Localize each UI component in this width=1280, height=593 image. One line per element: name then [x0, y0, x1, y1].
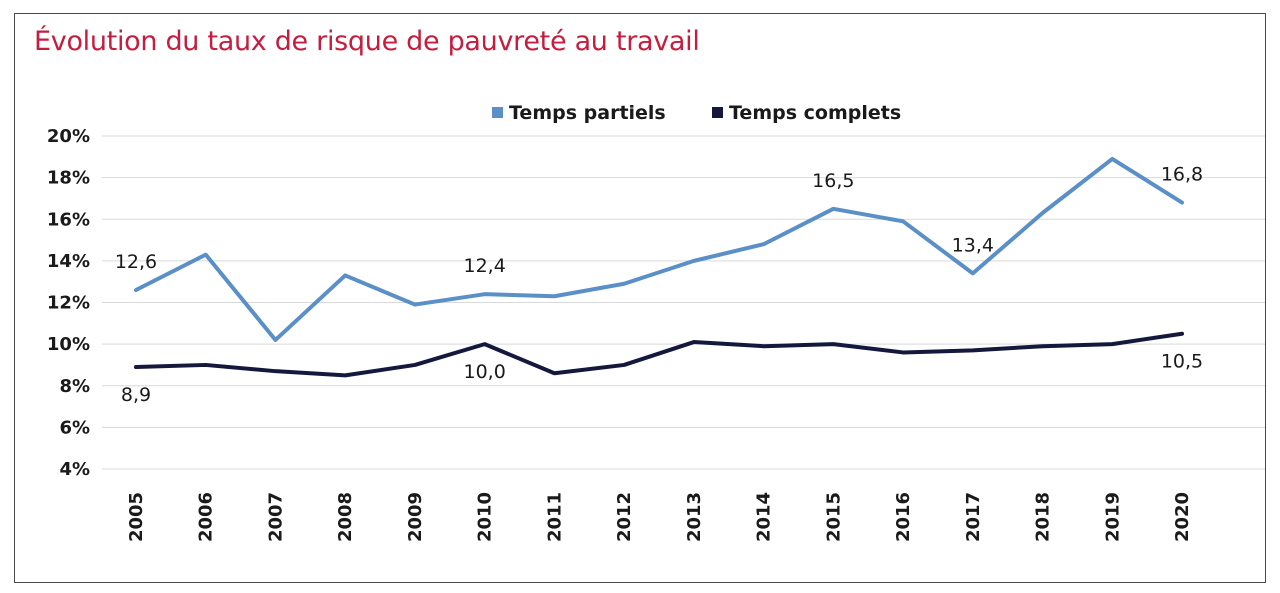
x-tick-label: 2020: [1172, 492, 1193, 542]
legend-swatch: [712, 107, 723, 118]
x-tick-label: 2019: [1102, 492, 1123, 542]
y-tick-label: 16%: [47, 209, 90, 230]
series-line-1: [134, 156, 1184, 342]
x-tick-label: 2013: [684, 492, 705, 542]
y-tick-label: 8%: [59, 376, 90, 397]
chart-frame: [14, 13, 1266, 583]
y-axis-ticks: 4% 6% 8% 10% 12% 14% 16% 18% 20%: [47, 126, 90, 480]
y-tick-label: 4%: [59, 459, 90, 480]
x-tick-label: 2015: [823, 492, 844, 542]
x-tick-label: 2014: [754, 492, 775, 542]
y-tick-label: 18%: [47, 168, 90, 189]
data-label: 16,5: [812, 170, 854, 192]
chart-title: Évolution du taux de risque de pauvreté …: [34, 26, 700, 57]
x-tick-label: 2018: [1033, 492, 1054, 542]
x-tick-label: 2017: [963, 492, 984, 542]
y-tick-label: 6%: [59, 417, 90, 438]
data-label: 16,8: [1161, 164, 1203, 186]
legend-label: Temps complets: [729, 102, 901, 124]
x-tick-label: 2016: [893, 492, 914, 542]
data-label: 12,4: [464, 255, 506, 277]
gridlines: [102, 135, 1265, 470]
data-label: 8,9: [121, 384, 151, 406]
data-label: 10,0: [464, 361, 506, 383]
x-tick-label: 2011: [544, 492, 565, 542]
series-lines: [134, 156, 1184, 378]
x-tick-label: 2006: [196, 492, 217, 542]
data-label: 13,4: [952, 234, 994, 256]
data-labels: 12,6 12,4 16,5 13,4 16,8 8,9 10,0 10,5: [115, 164, 1203, 406]
y-tick-label: 20%: [47, 126, 90, 147]
legend-swatch: [492, 107, 503, 118]
x-tick-label: 2012: [614, 492, 635, 542]
y-tick-label: 10%: [47, 334, 90, 355]
x-axis-ticks: 2005 2006 2007 2008 2009 2010 2011 2012 2013 2014…: [126, 492, 1193, 542]
x-tick-label: 2009: [405, 492, 426, 542]
legend: Temps partiels Temps complets: [492, 102, 901, 124]
y-tick-label: 12%: [47, 293, 90, 314]
x-tick-label: 2010: [475, 492, 496, 542]
x-tick-label: 2007: [265, 492, 286, 542]
series-line-2: [134, 331, 1184, 378]
x-tick-label: 2008: [335, 492, 356, 542]
data-label: 12,6: [115, 251, 157, 273]
legend-label: Temps partiels: [509, 102, 666, 124]
x-tick-label: 2005: [126, 492, 147, 542]
data-label: 10,5: [1161, 351, 1203, 373]
y-tick-label: 14%: [47, 251, 90, 272]
